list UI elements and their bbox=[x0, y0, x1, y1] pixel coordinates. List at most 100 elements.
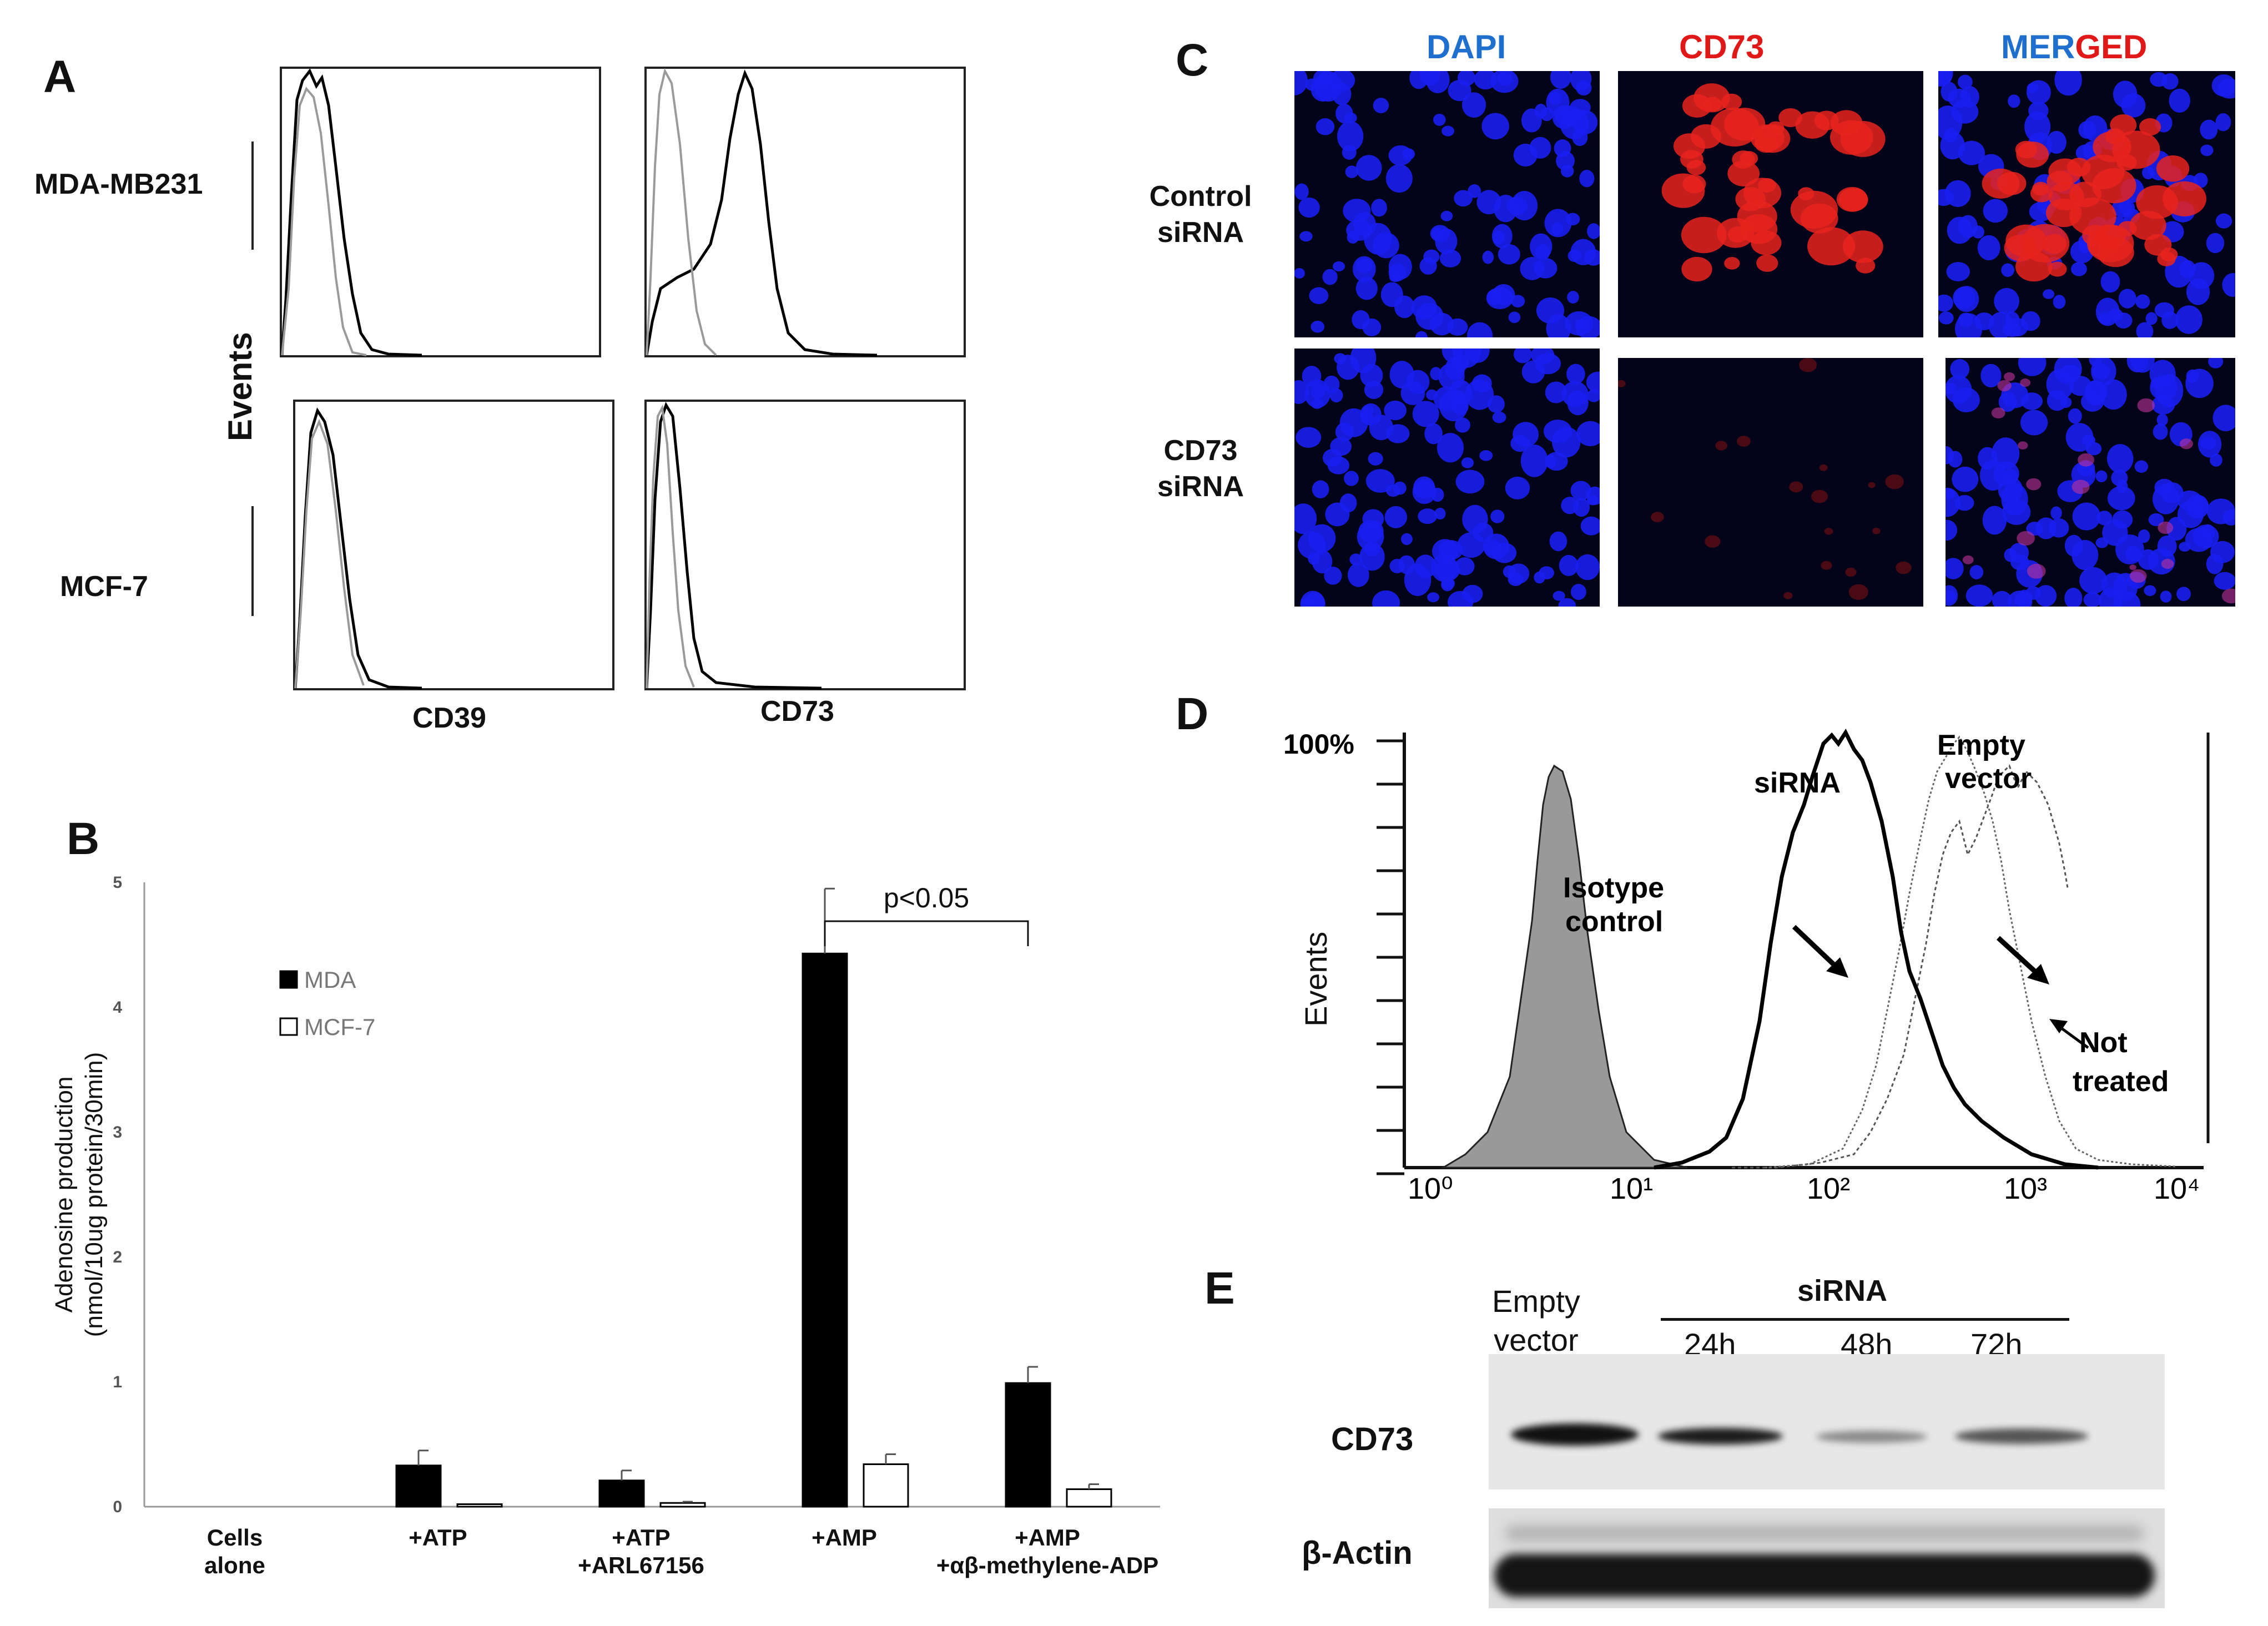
nucleus bbox=[1505, 476, 1530, 499]
nucleus bbox=[1339, 493, 1357, 513]
cd73-signal bbox=[1651, 512, 1664, 523]
nucleus bbox=[1360, 410, 1373, 424]
nucleus bbox=[2043, 289, 2055, 299]
vector-line: vector bbox=[1494, 1322, 1579, 1357]
nucleus bbox=[1558, 598, 1576, 607]
nucleus bbox=[1454, 190, 1473, 207]
nucleus bbox=[1412, 401, 1439, 427]
nucleus bbox=[2215, 213, 2232, 229]
nucleus bbox=[1543, 420, 1572, 443]
nucleus bbox=[2021, 311, 2040, 331]
arrow-sirna bbox=[1792, 925, 1838, 969]
nucleus bbox=[2186, 278, 2210, 305]
nucleus bbox=[1511, 295, 1525, 307]
legend-label: MDA bbox=[304, 967, 356, 993]
nucleus bbox=[1567, 291, 1579, 304]
nucleus bbox=[1302, 366, 1322, 387]
cd73-signal bbox=[2027, 563, 2046, 579]
cd73-signal bbox=[1732, 150, 1755, 169]
nucleus bbox=[2078, 240, 2090, 254]
col-header-merged: MERGED bbox=[2001, 28, 2147, 66]
nucleus bbox=[1304, 592, 1325, 607]
band-72h bbox=[1955, 1428, 2088, 1444]
cd73-signal bbox=[1842, 230, 1883, 263]
cd73-signal bbox=[1783, 592, 1793, 599]
cd73-signal bbox=[1727, 226, 1748, 243]
nucleus bbox=[2144, 585, 2156, 596]
stained-curve bbox=[645, 69, 878, 357]
nucleus bbox=[1550, 71, 1571, 89]
nucleus bbox=[1372, 590, 1400, 607]
nucleus bbox=[2024, 111, 2051, 143]
nucleus bbox=[2200, 436, 2216, 450]
cd73-signal bbox=[2081, 154, 2125, 189]
nucleus bbox=[2206, 233, 2225, 254]
micrograph-dapi-knockdown bbox=[1294, 349, 1600, 607]
label-empty: Empty bbox=[1937, 729, 2025, 761]
nucleus bbox=[1324, 567, 1342, 585]
nucleus bbox=[2138, 529, 2150, 543]
row-label-line: siRNA bbox=[1157, 471, 1244, 503]
nucleus bbox=[2004, 548, 2017, 562]
arrow-head bbox=[2049, 1019, 2068, 1033]
nucleus bbox=[1369, 415, 1394, 441]
band-48h bbox=[1816, 1431, 1927, 1443]
histogram-cd39-mda bbox=[280, 67, 601, 357]
nucleus bbox=[2112, 510, 2133, 529]
nucleus bbox=[1461, 457, 1474, 468]
nucleus bbox=[1431, 487, 1444, 502]
nucleus bbox=[1437, 433, 1464, 463]
cd73-signal bbox=[1681, 256, 1712, 282]
nucleus bbox=[1521, 108, 1542, 133]
sirna-bracket-line bbox=[1661, 1318, 2069, 1321]
nucleus bbox=[2072, 540, 2099, 570]
cd73-signal bbox=[2048, 261, 2067, 277]
nucleus bbox=[1482, 250, 1494, 264]
nucleus bbox=[1415, 303, 1444, 330]
nucleus bbox=[2136, 322, 2154, 337]
nucleus bbox=[1490, 509, 1505, 523]
nucleus bbox=[2154, 478, 2175, 496]
nucleus bbox=[1484, 539, 1502, 556]
nucleus bbox=[1413, 476, 1435, 499]
bar-mcf7 bbox=[1066, 1488, 1112, 1508]
cd73-signal bbox=[2067, 158, 2091, 177]
nucleus bbox=[1368, 452, 1383, 466]
nucleus bbox=[1448, 590, 1474, 607]
nucleus bbox=[1977, 235, 2000, 261]
nucleus bbox=[2096, 511, 2113, 526]
nucleus bbox=[1418, 508, 1438, 524]
micrograph-merged-knockdown bbox=[1946, 358, 2235, 607]
nucleus bbox=[1364, 542, 1380, 557]
nucleus bbox=[2155, 374, 2184, 408]
arrow-empty-vector bbox=[1996, 936, 2039, 976]
cd73-signal bbox=[1800, 203, 1838, 234]
nucleus bbox=[1439, 389, 1468, 422]
stained-curve bbox=[645, 402, 822, 690]
cd73-signal bbox=[1618, 380, 1626, 387]
nucleus bbox=[1455, 557, 1475, 575]
nucleus bbox=[1400, 533, 1413, 546]
panel-a-letter: A bbox=[43, 52, 77, 102]
nucleus bbox=[1972, 225, 1984, 239]
nucleus bbox=[1490, 71, 1519, 93]
row-label-line: Control bbox=[1149, 180, 1252, 213]
row-label-cd73-blot: CD73 bbox=[1331, 1421, 1414, 1457]
cd73-signal bbox=[1997, 171, 2027, 195]
cd73-signal bbox=[2021, 224, 2070, 263]
nucleus bbox=[1994, 287, 2019, 315]
adenosine-bar-chart: 0 1 2 3 4 5 Adenosine production (nmol/10ug pro… bbox=[51, 873, 1160, 1578]
cd73-signal bbox=[1686, 160, 1706, 175]
nucleus bbox=[1570, 481, 1591, 501]
nucleus bbox=[2095, 537, 2109, 548]
histogram-cd39-mcf7 bbox=[293, 400, 614, 690]
nucleus bbox=[2156, 413, 2168, 426]
pct-100-label: 100% bbox=[1283, 729, 1354, 760]
nucleus bbox=[1521, 360, 1545, 383]
histogram-cd73-mda bbox=[644, 67, 966, 357]
nucleus bbox=[1587, 223, 1600, 239]
cd73-signal bbox=[2158, 521, 2174, 534]
nucleus bbox=[1946, 488, 1955, 499]
nucleus bbox=[1427, 592, 1439, 603]
nucleus bbox=[1479, 450, 1493, 461]
